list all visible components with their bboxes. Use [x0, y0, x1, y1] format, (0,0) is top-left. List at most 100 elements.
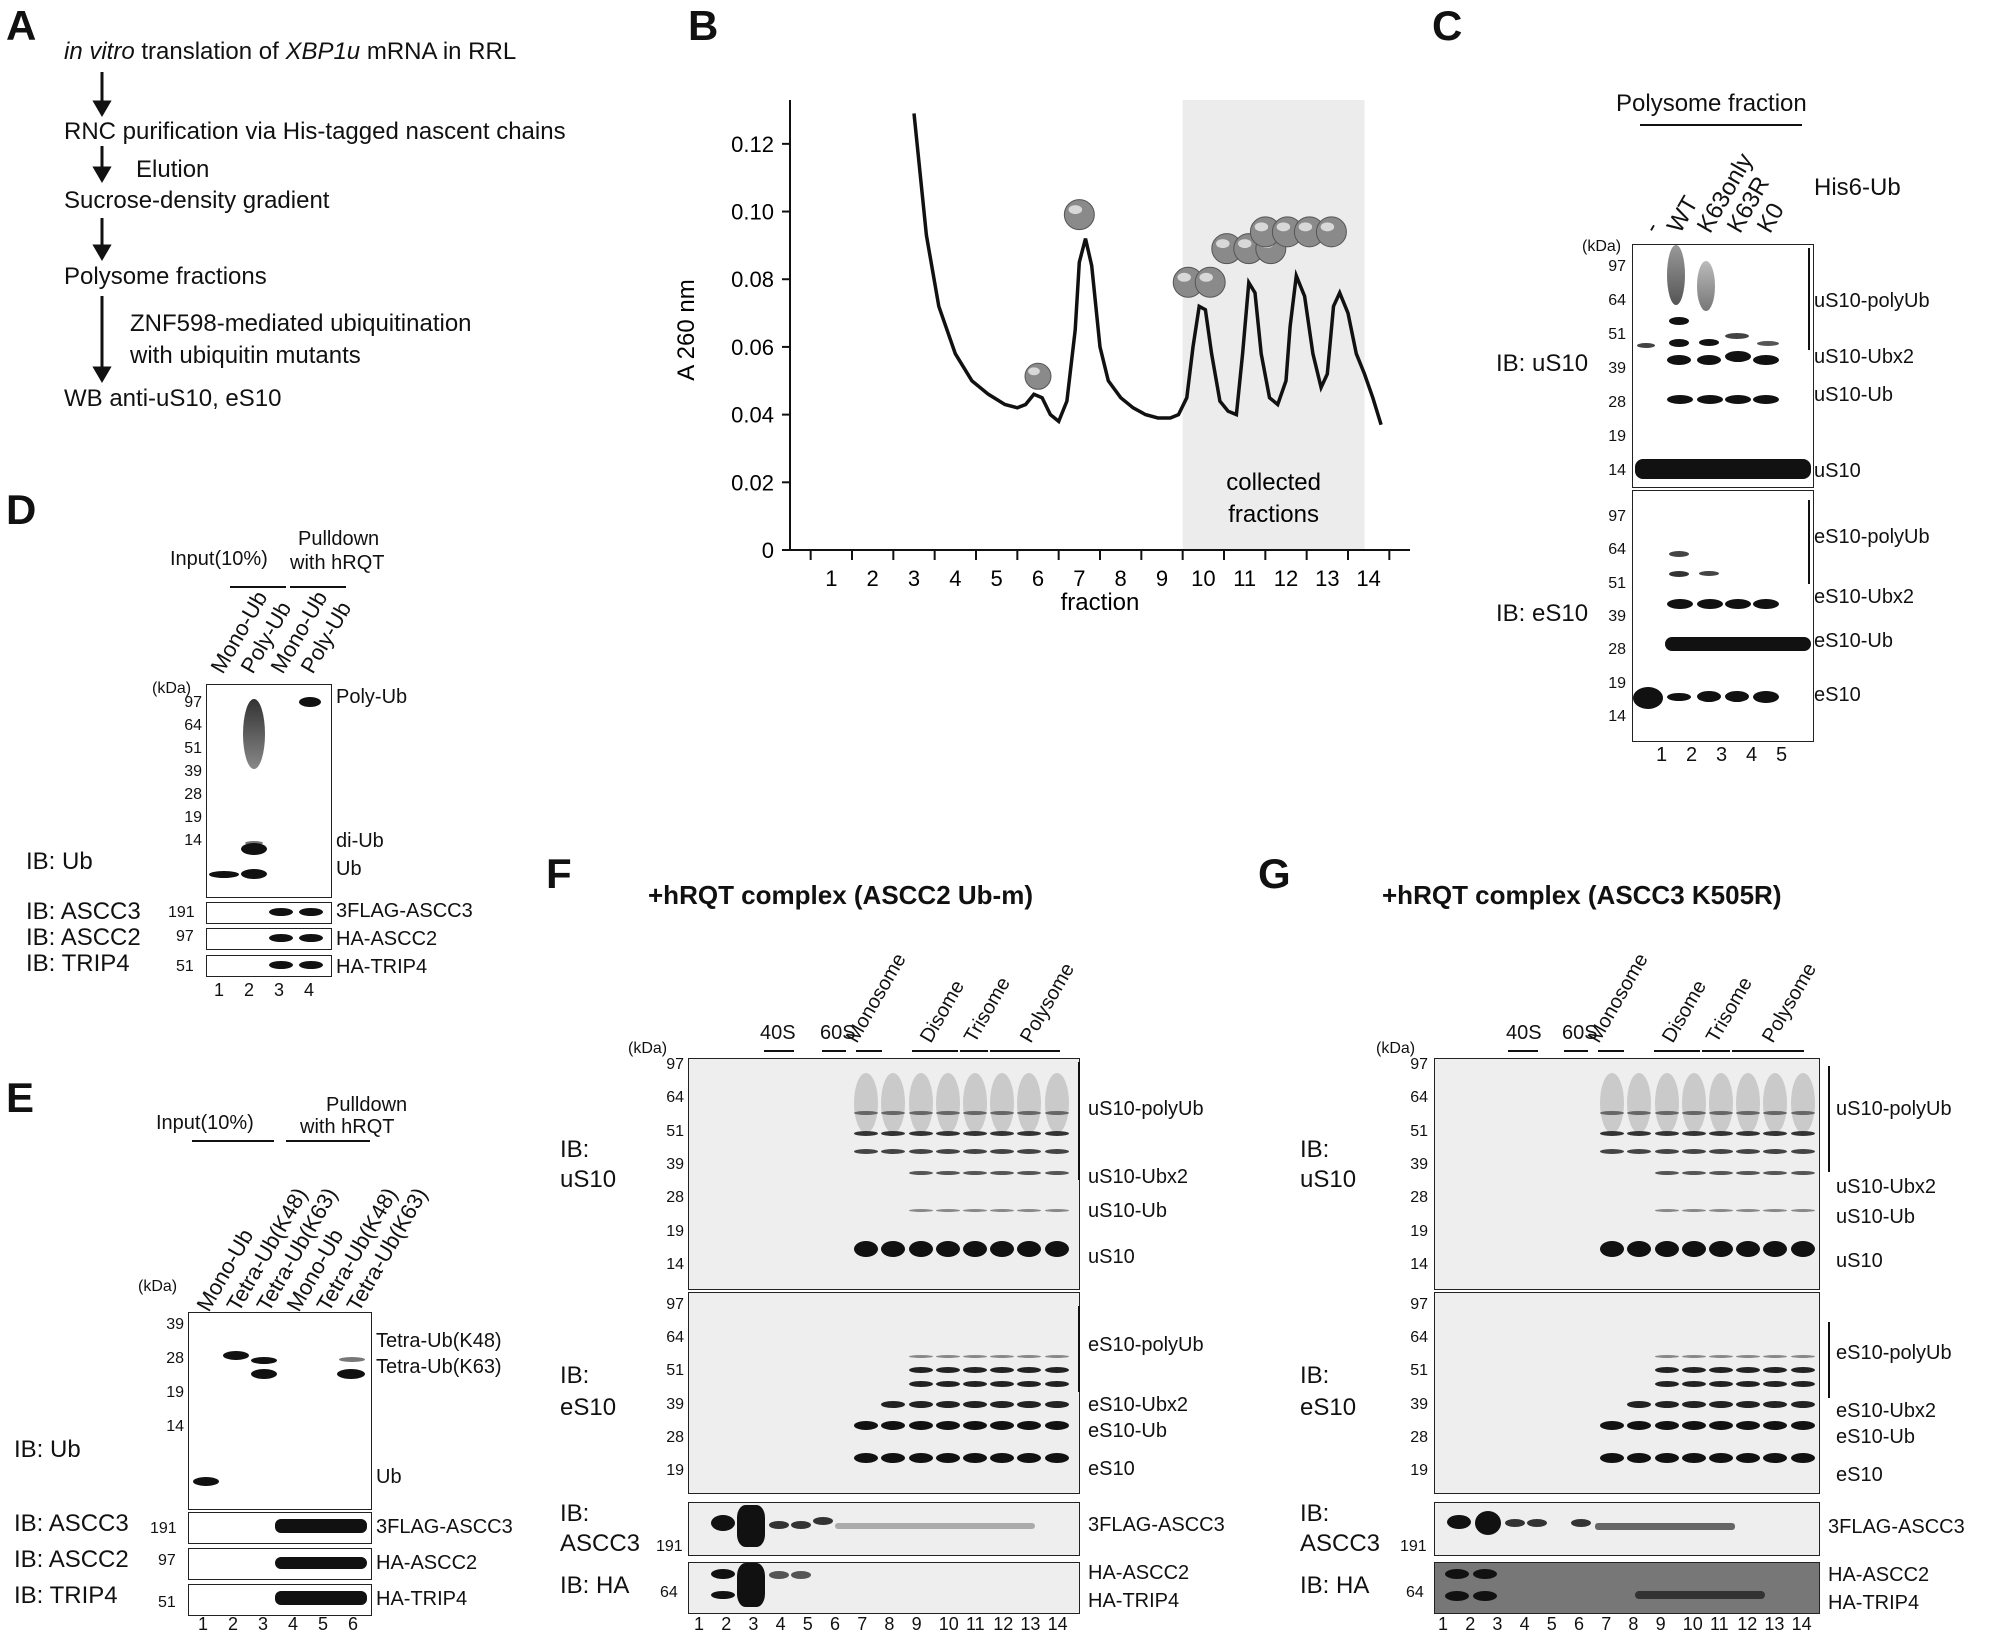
blot-band — [1681, 1131, 1706, 1136]
blot-band — [1681, 1149, 1706, 1154]
kda-label: (kDa) — [1376, 1040, 1416, 1057]
blot-band — [1736, 1131, 1761, 1136]
label-ub: Ub — [336, 858, 362, 880]
marker-tick-label: 97 — [666, 1056, 684, 1073]
step-3: Sucrose-density gradient — [64, 187, 330, 214]
blot-band — [935, 1381, 960, 1387]
ib-label: IB: — [560, 1500, 590, 1527]
blot-band — [1736, 1149, 1761, 1154]
blot-band — [1627, 1073, 1652, 1133]
marker-tick-label: 97 — [1608, 258, 1626, 275]
label-es10: eS10 — [1088, 1458, 1135, 1480]
underline-40s — [764, 1050, 794, 1052]
blot-band — [935, 1149, 960, 1154]
ribosome-icons — [1024, 199, 1347, 390]
arrow-note-elution: Elution — [136, 156, 210, 183]
blot-band — [1600, 1421, 1625, 1430]
blot-g-ascc3 — [1434, 1502, 1820, 1556]
blot-band — [1736, 1073, 1761, 1133]
marker-tick-label: 28 — [1410, 1189, 1428, 1207]
ribosome-icon — [1315, 216, 1347, 248]
blot-band — [908, 1401, 933, 1408]
es10-polyub-bracket — [1078, 1306, 1080, 1392]
blot-band — [1654, 1401, 1679, 1408]
x-tick-label: 5 — [991, 566, 1003, 591]
y-tick-label: 0 — [762, 538, 774, 563]
blot-band — [1044, 1171, 1069, 1175]
with-hrqt-label: with hRQT — [290, 552, 385, 574]
label-us10-ub: uS10-Ub — [1836, 1206, 1915, 1228]
x-tick-label: 1 — [825, 566, 837, 591]
label-ha-ascc2: HA-ASCC2 — [376, 1552, 478, 1574]
blot-band — [1763, 1209, 1788, 1212]
marker-tick-label: 64 — [1608, 292, 1626, 309]
marker-tick-label: 97 — [1410, 1056, 1428, 1073]
label-di-ub: di-Ub — [336, 830, 384, 852]
lane-number: 3 — [748, 1614, 759, 1634]
his6-ub-label: His6-Ub — [1814, 174, 1901, 201]
es10-polyub-bracket — [1828, 1322, 1830, 1398]
label-es10-polyub: eS10-polyUb — [1836, 1342, 1952, 1364]
lane-number: 10 — [938, 1614, 959, 1634]
marker-64: 64 — [660, 1584, 678, 1601]
blot-band — [963, 1401, 987, 1408]
blot-band — [935, 1209, 960, 1212]
input-group-label: Input(10%) — [156, 1112, 254, 1134]
blot-band — [1709, 1241, 1733, 1257]
label-es10-polyub: eS10-polyUb — [1814, 526, 1930, 548]
blot-band — [908, 1367, 933, 1373]
pulldown-underline — [286, 1140, 370, 1142]
label-us10: uS10 — [1088, 1246, 1135, 1268]
blot-f-us10 — [688, 1058, 1080, 1290]
marker-tick-label: 97 — [1608, 508, 1626, 525]
fraction-trisome: Trisome — [960, 973, 1015, 1047]
polysome-fraction-header: Polysome fraction — [1616, 90, 1807, 117]
underline-disome — [1654, 1050, 1700, 1052]
lane-number: 5 — [318, 1614, 329, 1634]
label-us10-polyub: uS10-polyUb — [1088, 1098, 1204, 1120]
blot-band — [1736, 1401, 1761, 1408]
blot-band — [1736, 1355, 1761, 1358]
blot-band — [1736, 1171, 1761, 1175]
kda-label: (kDa) — [1582, 238, 1622, 255]
blot-band — [990, 1241, 1015, 1257]
input-underline — [230, 586, 286, 588]
blot-band — [1790, 1355, 1815, 1358]
blot-band — [1790, 1073, 1815, 1133]
label-ha-trip4: HA-TRIP4 — [336, 956, 428, 978]
marker-191: 191 — [1400, 1538, 1427, 1555]
blot-band — [935, 1367, 960, 1373]
blot-c-us10 — [1632, 244, 1814, 488]
label-tetra-ub-k48: Tetra-Ub(K48) — [376, 1330, 502, 1352]
marker-tick-label: 51 — [1410, 1122, 1428, 1140]
y-tick-label: 0.02 — [731, 470, 774, 495]
blot-band — [935, 1401, 960, 1408]
absorbance-chart: collected fractions 0 0.02 0.04 0.06 0.08 0.1… — [673, 100, 1410, 616]
marker-tick-label: 19 — [1608, 428, 1626, 445]
label-tetra-ub-k63: Tetra-Ub(K63) — [376, 1356, 502, 1378]
input-group-label: Input(10%) — [170, 548, 268, 570]
blot-band — [963, 1209, 987, 1212]
fraction-40s: 40S — [760, 1022, 796, 1044]
blot-band — [963, 1149, 987, 1154]
blot-band — [1736, 1453, 1761, 1463]
a260-series-line — [912, 113, 1383, 426]
lane-number: 3 — [274, 980, 285, 1000]
marker-tick-label: 28 — [1410, 1428, 1428, 1446]
label-es10-ubx2: eS10-Ubx2 — [1088, 1394, 1189, 1416]
blot-band — [1709, 1131, 1733, 1136]
blot-band — [854, 1073, 879, 1133]
underline-trisome — [1702, 1050, 1730, 1052]
marker-tick-label: 28 — [1608, 394, 1626, 411]
blot-band — [963, 1241, 987, 1257]
blot-band — [990, 1401, 1015, 1408]
lane-number: 5 — [1776, 744, 1788, 766]
blot-band — [854, 1111, 879, 1115]
blot-band — [1600, 1453, 1625, 1463]
x-tick-label: 14 — [1356, 566, 1380, 591]
blot-band — [881, 1149, 906, 1154]
polyub-bracket — [1078, 1062, 1080, 1180]
blot-band — [854, 1421, 879, 1430]
blot-band — [990, 1209, 1015, 1212]
marker-tick-label: 39 — [184, 763, 202, 780]
